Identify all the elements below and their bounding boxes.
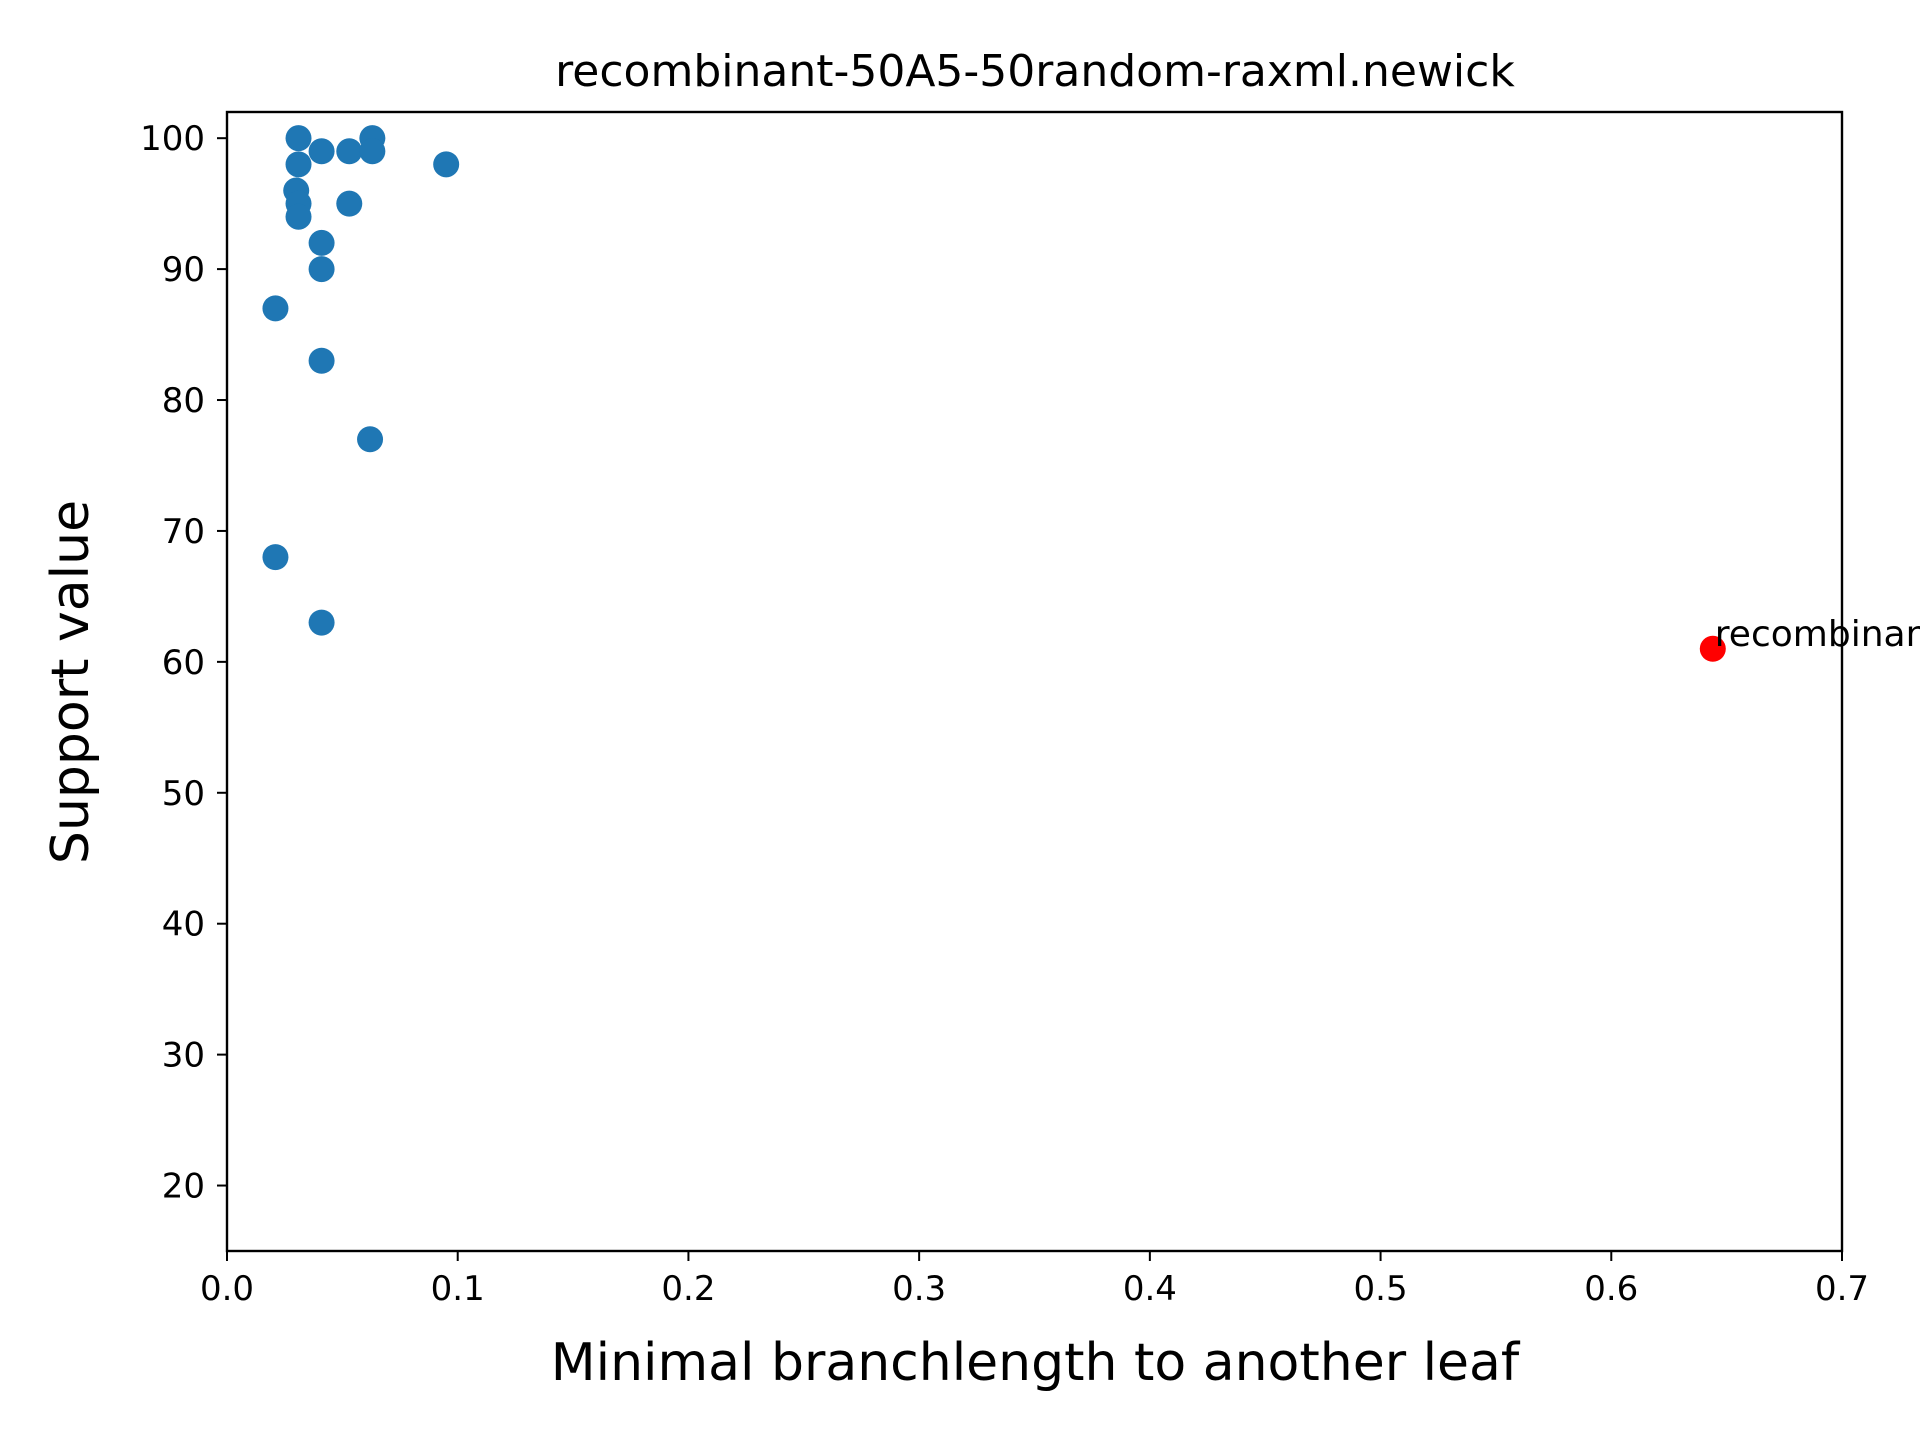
y-tick-label: 80 xyxy=(162,381,205,421)
data-point xyxy=(308,347,335,374)
data-point xyxy=(336,190,363,217)
x-tick-label: 0.3 xyxy=(892,1269,946,1309)
data-point xyxy=(262,544,289,571)
y-tick-label: 70 xyxy=(162,512,205,552)
axes: 0.0 0.1 0.2 0.3 0.4 0.5 0.6 0.7 20 30 40 50 60 70 80 90… xyxy=(140,119,1869,1309)
point-annotation: recombinant xyxy=(1715,614,1920,655)
y-tick-label: 20 xyxy=(162,1167,205,1207)
y-tick-label: 30 xyxy=(162,1036,205,1076)
x-tick-label: 0.5 xyxy=(1354,1269,1408,1309)
data-point xyxy=(308,256,335,283)
y-tick-label: 50 xyxy=(162,774,205,814)
plot-area: recombinant xyxy=(262,125,1920,662)
x-axis-title: Minimal branchlength to another leaf xyxy=(551,1333,1521,1393)
data-point xyxy=(308,138,335,165)
data-point xyxy=(285,203,312,230)
x-tick-label: 0.0 xyxy=(200,1269,254,1309)
data-point xyxy=(336,138,363,165)
y-tick-label: 100 xyxy=(140,119,205,159)
y-tick-label: 90 xyxy=(162,250,205,290)
data-point xyxy=(262,295,289,322)
y-axis-title: Support value xyxy=(41,500,101,864)
x-tick-label: 0.4 xyxy=(1123,1269,1177,1309)
highlight-point xyxy=(1699,635,1726,662)
y-tick-label: 40 xyxy=(162,905,205,945)
data-point xyxy=(433,151,460,178)
x-tick-label: 0.6 xyxy=(1584,1269,1638,1309)
chart-title: recombinant-50A5-50random-raxml.newick xyxy=(555,46,1515,97)
y-tick-label: 60 xyxy=(162,643,205,683)
plot-frame xyxy=(225,110,1844,1253)
x-tick-label: 0.1 xyxy=(431,1269,485,1309)
data-point xyxy=(308,229,335,256)
x-tick-label: 0.2 xyxy=(661,1269,715,1309)
data-point xyxy=(308,609,335,636)
data-point xyxy=(285,125,312,152)
data-point xyxy=(359,138,386,165)
data-point xyxy=(357,426,384,453)
data-point xyxy=(285,151,312,178)
x-tick-label: 0.7 xyxy=(1815,1269,1869,1309)
